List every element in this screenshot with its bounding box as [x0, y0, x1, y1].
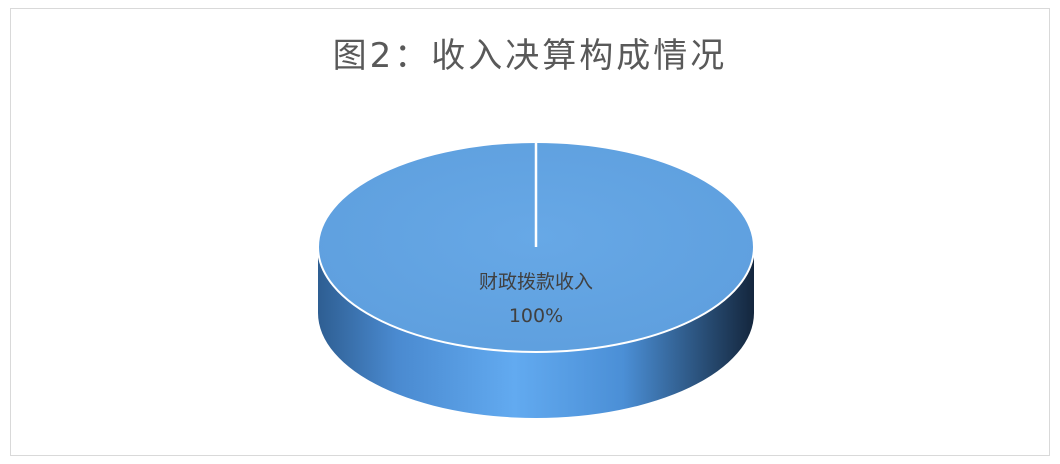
pie-slice-side: [318, 247, 754, 418]
pie-group: [317, 141, 755, 418]
data-label-category: 财政拨款收入: [479, 271, 593, 293]
chart-title: 图2：收入决算构成情况: [332, 36, 728, 76]
data-label-percent: 100%: [509, 305, 563, 327]
